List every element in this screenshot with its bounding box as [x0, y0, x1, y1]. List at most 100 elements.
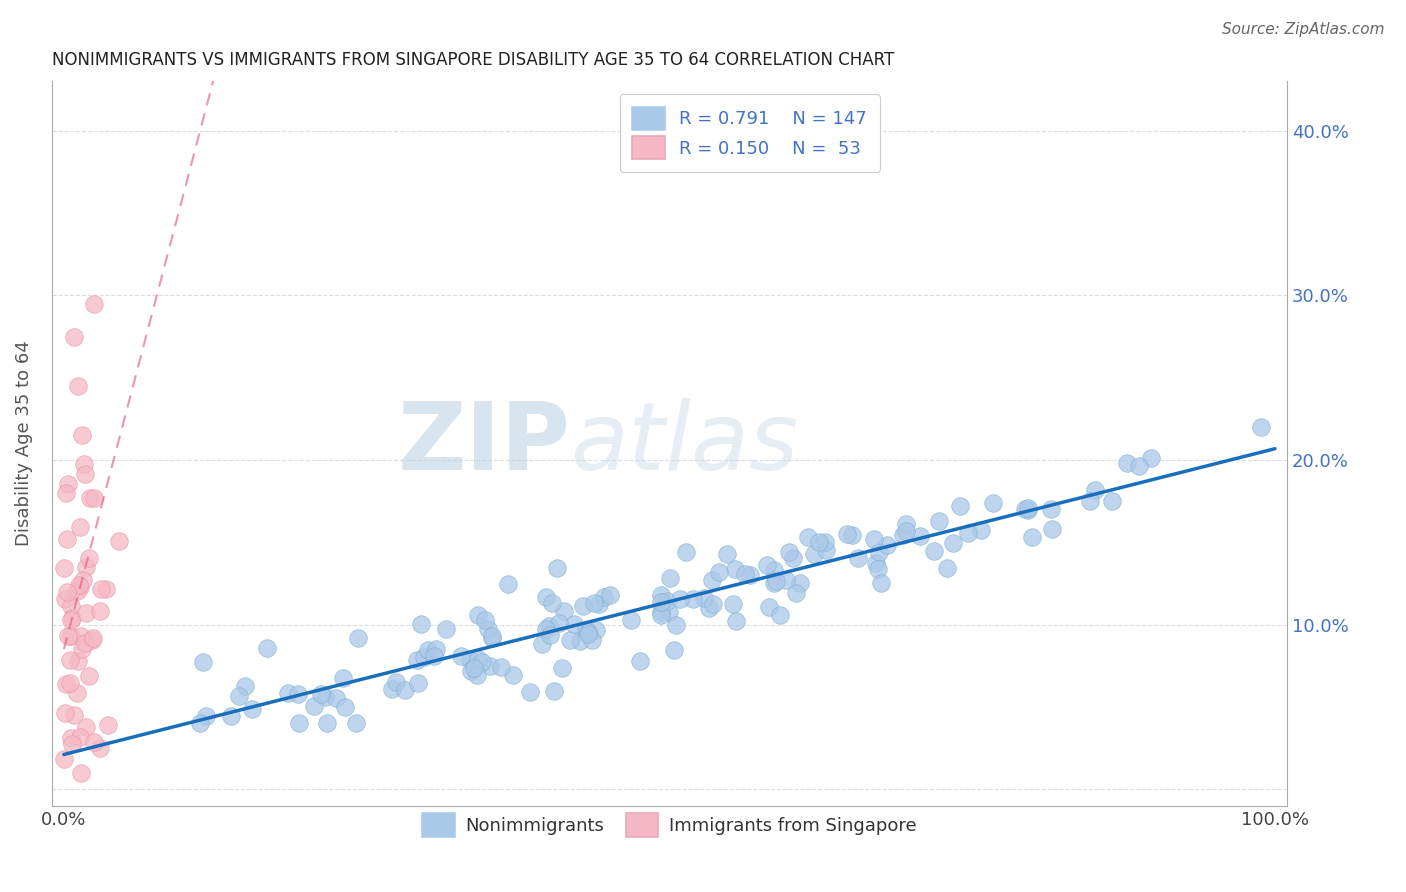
Point — [576, 625, 599, 640]
Point — [702, 597, 724, 611]
Point — [778, 545, 800, 559]
Point — [277, 686, 299, 700]
Point — [416, 643, 439, 657]
Point — [425, 641, 447, 656]
Point — [287, 687, 309, 701]
Point — [531, 637, 554, 651]
Point — [869, 575, 891, 590]
Point — [541, 596, 564, 610]
Point — [628, 654, 651, 668]
Point — [188, 716, 211, 731]
Y-axis label: Disability Age 35 to 64: Disability Age 35 to 64 — [15, 341, 32, 547]
Point — [669, 592, 692, 607]
Point — [346, 631, 368, 645]
Point — [546, 561, 568, 575]
Point — [467, 607, 489, 622]
Point — [553, 604, 575, 618]
Point — [55, 677, 77, 691]
Point — [83, 491, 105, 505]
Point — [765, 574, 787, 589]
Point — [581, 632, 603, 647]
Point — [763, 575, 786, 590]
Point — [1128, 458, 1150, 473]
Point — [1078, 493, 1101, 508]
Point — [75, 607, 97, 621]
Point — [534, 590, 557, 604]
Point — [785, 586, 807, 600]
Point — [664, 643, 686, 657]
Point — [344, 716, 367, 731]
Point — [734, 567, 756, 582]
Point — [53, 752, 76, 766]
Point — [935, 560, 957, 574]
Point — [58, 629, 80, 643]
Point — [55, 486, 77, 500]
Point — [724, 561, 747, 575]
Point — [894, 524, 917, 539]
Point — [314, 690, 336, 704]
Point — [665, 618, 688, 632]
Point — [716, 547, 738, 561]
Point — [721, 597, 744, 611]
Point — [519, 685, 541, 699]
Point — [413, 650, 436, 665]
Point — [79, 669, 101, 683]
Point — [866, 562, 889, 576]
Point — [796, 530, 818, 544]
Text: NONIMMIGRANTS VS IMMIGRANTS FROM SINGAPORE DISABILITY AGE 35 TO 64 CORRELATION C: NONIMMIGRANTS VS IMMIGRANTS FROM SINGAPO… — [52, 51, 894, 69]
Point — [835, 526, 858, 541]
Point — [467, 652, 489, 666]
Point — [316, 716, 339, 731]
Point — [59, 599, 82, 613]
Point — [775, 573, 797, 587]
Point — [90, 582, 112, 596]
Point — [841, 528, 863, 542]
Point — [699, 601, 721, 615]
Point — [191, 655, 214, 669]
Point — [62, 329, 84, 343]
Point — [228, 690, 250, 704]
Text: ZIP: ZIP — [398, 398, 571, 490]
Point — [576, 627, 599, 641]
Point — [75, 636, 97, 650]
Point — [489, 660, 512, 674]
Point — [82, 632, 104, 646]
Point — [650, 588, 672, 602]
Point — [534, 622, 557, 636]
Point — [571, 599, 593, 613]
Point — [782, 551, 804, 566]
Point — [62, 737, 84, 751]
Point — [1250, 420, 1272, 434]
Point — [89, 741, 111, 756]
Point — [288, 716, 311, 731]
Point — [194, 708, 217, 723]
Point — [1084, 483, 1107, 498]
Point — [60, 611, 83, 625]
Point — [650, 595, 672, 609]
Point — [1116, 456, 1139, 470]
Point — [894, 517, 917, 532]
Point — [1040, 522, 1063, 536]
Point — [789, 576, 811, 591]
Point — [725, 614, 748, 628]
Point — [562, 616, 585, 631]
Point — [474, 613, 496, 627]
Point — [922, 543, 945, 558]
Point — [755, 558, 778, 572]
Point — [97, 717, 120, 731]
Point — [700, 574, 723, 588]
Point — [235, 679, 257, 693]
Point — [75, 560, 97, 574]
Point — [332, 671, 354, 685]
Point — [53, 560, 76, 574]
Point — [692, 591, 714, 605]
Point — [70, 629, 93, 643]
Point — [763, 563, 786, 577]
Point — [585, 624, 607, 638]
Point — [740, 568, 762, 582]
Text: atlas: atlas — [571, 398, 799, 489]
Point — [891, 528, 914, 542]
Point — [1014, 502, 1036, 516]
Point — [450, 648, 472, 663]
Point — [803, 547, 825, 561]
